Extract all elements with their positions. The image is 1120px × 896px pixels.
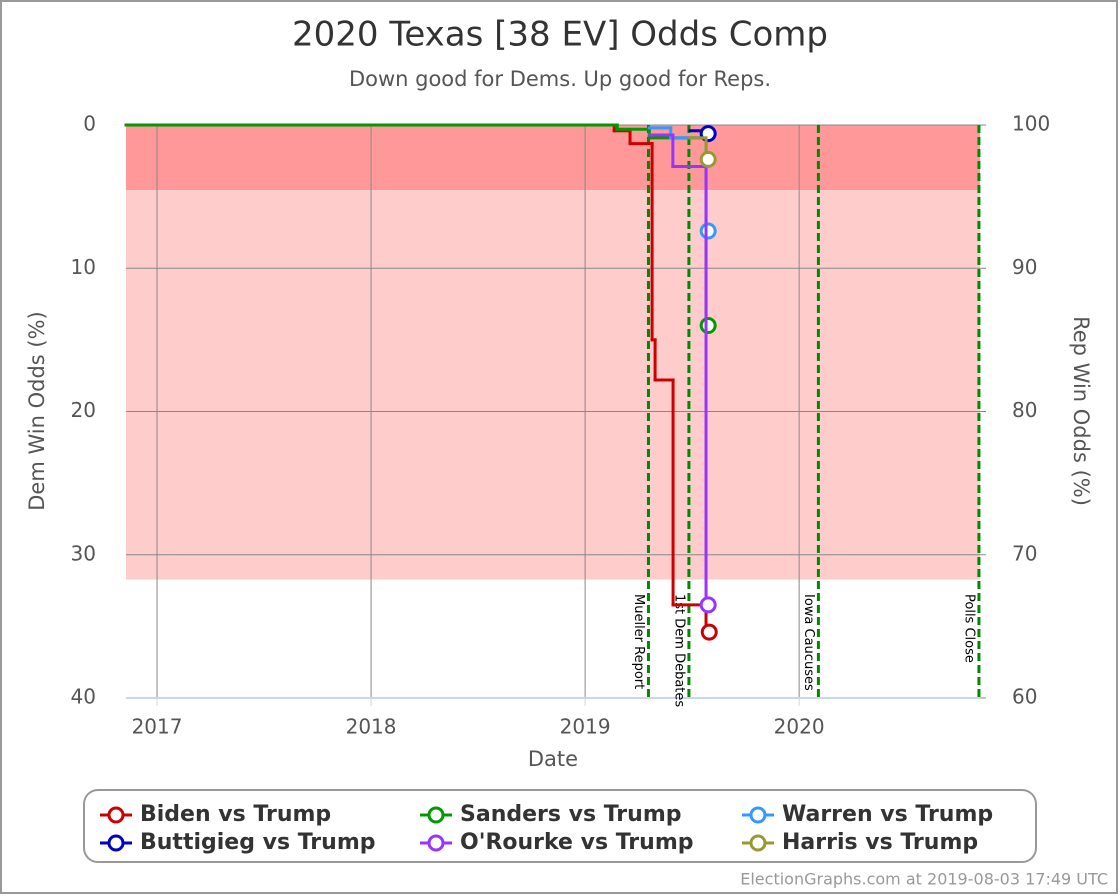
legend-label: Buttigieg vs Trump <box>140 830 376 855</box>
y2-tick-label: 70 <box>1012 541 1037 565</box>
legend-label: O'Rourke vs Trump <box>460 830 694 855</box>
legend-label: Harris vs Trump <box>782 830 978 855</box>
x-tick-label: 2019 <box>560 715 611 739</box>
event-label: Polls Close <box>961 594 976 663</box>
event-label: Mueller Report <box>631 594 646 689</box>
end-marker <box>699 222 717 240</box>
x-axis-label: Date <box>528 747 578 771</box>
y2-tick-label: 90 <box>1012 255 1037 279</box>
end-marker <box>699 596 717 614</box>
legend-label: Biden vs Trump <box>140 802 331 827</box>
legend-marker <box>749 806 767 824</box>
end-marker <box>700 623 718 641</box>
y-tick-label: 20 <box>71 398 96 422</box>
chart-subtitle: Down good for Dems. Up good for Reps. <box>349 67 771 91</box>
x-tick-label: 2017 <box>132 715 183 739</box>
x-tick-label: 2020 <box>774 715 825 739</box>
footer: ElectionGraphs.com at 2019-08-03 17:49 U… <box>740 870 1108 889</box>
chart-title: 2020 Texas [38 EV] Odds Comp <box>292 15 828 55</box>
legend-marker <box>107 806 125 824</box>
y2-axis-label: Rep Win Odds (%) <box>1069 316 1093 506</box>
legend-label: Warren vs Trump <box>782 802 993 827</box>
x-tick-label: 2018 <box>346 715 397 739</box>
end-marker <box>699 317 717 335</box>
y2-tick-label: 100 <box>1012 112 1050 136</box>
legend-marker <box>749 834 767 852</box>
event-label: Iowa Caucuses <box>801 594 816 691</box>
legend-marker <box>427 834 445 852</box>
legend-marker <box>427 806 445 824</box>
plot-area: 0 10 20 30 40 60 70 80 90 100 2017 2018 2019 2020 Muel… <box>71 112 1051 739</box>
band <box>126 125 980 191</box>
y-tick-label: 30 <box>71 541 96 565</box>
y-axis-label: Dem Win Odds (%) <box>25 311 49 511</box>
end-marker <box>699 150 717 168</box>
legend-marker <box>107 834 125 852</box>
legend-box <box>83 789 1037 863</box>
legend-label: Sanders vs Trump <box>460 802 682 827</box>
band <box>126 190 980 580</box>
y-tick-label: 10 <box>71 255 96 279</box>
y2-tick-label: 80 <box>1012 398 1037 422</box>
y-tick-label: 0 <box>83 112 96 136</box>
event-label: 1st Dem Debates <box>671 594 686 707</box>
y-tick-label: 40 <box>71 685 96 709</box>
y2-tick-label: 60 <box>1012 685 1037 709</box>
